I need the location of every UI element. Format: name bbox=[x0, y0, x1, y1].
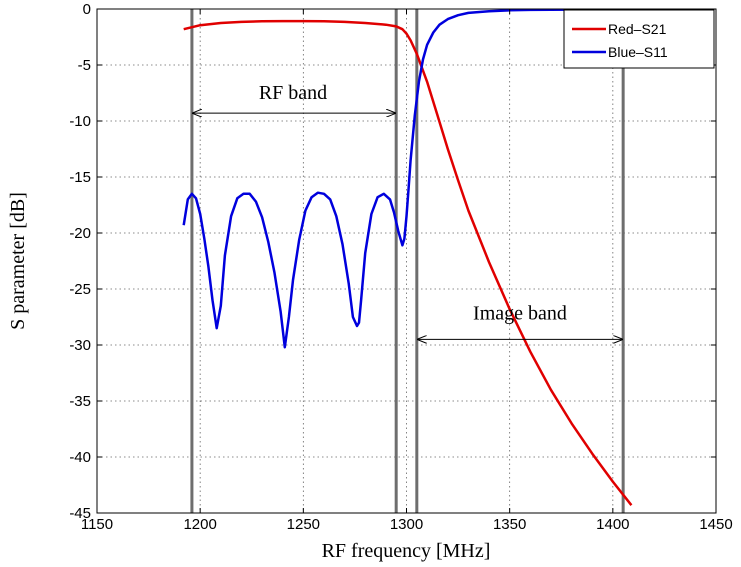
x-tick-label: 1250 bbox=[287, 516, 320, 533]
legend-label-red-s21: Red–S21 bbox=[608, 21, 667, 37]
x-tick-label: 1350 bbox=[493, 516, 526, 533]
series-line-red-s21 bbox=[183, 19, 633, 506]
x-tick-label: 1150 bbox=[81, 516, 113, 533]
legend-label-blue-s11: Blue–S11 bbox=[608, 44, 668, 60]
rf-band-label: RF band bbox=[259, 82, 327, 104]
x-tick-label: 1400 bbox=[596, 516, 629, 533]
y-tick-label: -40 bbox=[69, 449, 91, 466]
y-tick-label: -20 bbox=[69, 225, 91, 242]
legend-box bbox=[563, 9, 715, 69]
y-tick-label: -10 bbox=[69, 113, 91, 130]
x-tick-label: 1450 bbox=[699, 516, 732, 533]
y-tick-label: -15 bbox=[69, 169, 91, 186]
x-tick-label: 1200 bbox=[183, 516, 216, 533]
series-line-blue-s11 bbox=[182, 9, 632, 349]
y-tick-label: -5 bbox=[78, 57, 91, 74]
grid bbox=[97, 9, 716, 513]
legend: Red–S21 Blue–S11 bbox=[563, 9, 715, 69]
x-tick-label: 1300 bbox=[390, 516, 423, 533]
y-tick-label: -25 bbox=[69, 281, 91, 298]
annotations: RF band Image band bbox=[193, 82, 622, 339]
y-tick-label: 0 bbox=[83, 1, 91, 18]
series-group bbox=[182, 9, 633, 506]
ticks: 1150 1200 1250 1300 1350 1400 1450 0 -5 -10 -15 -20… bbox=[69, 1, 732, 533]
x-axis-title: RF frequency [MHz] bbox=[322, 540, 491, 562]
y-tick-label: -35 bbox=[69, 393, 91, 410]
y-axis-title: S parameter [dB] bbox=[7, 192, 29, 330]
y-tick-label: -45 bbox=[69, 505, 91, 522]
y-tick-label: -30 bbox=[69, 337, 91, 354]
image-band-label: Image band bbox=[473, 303, 567, 325]
